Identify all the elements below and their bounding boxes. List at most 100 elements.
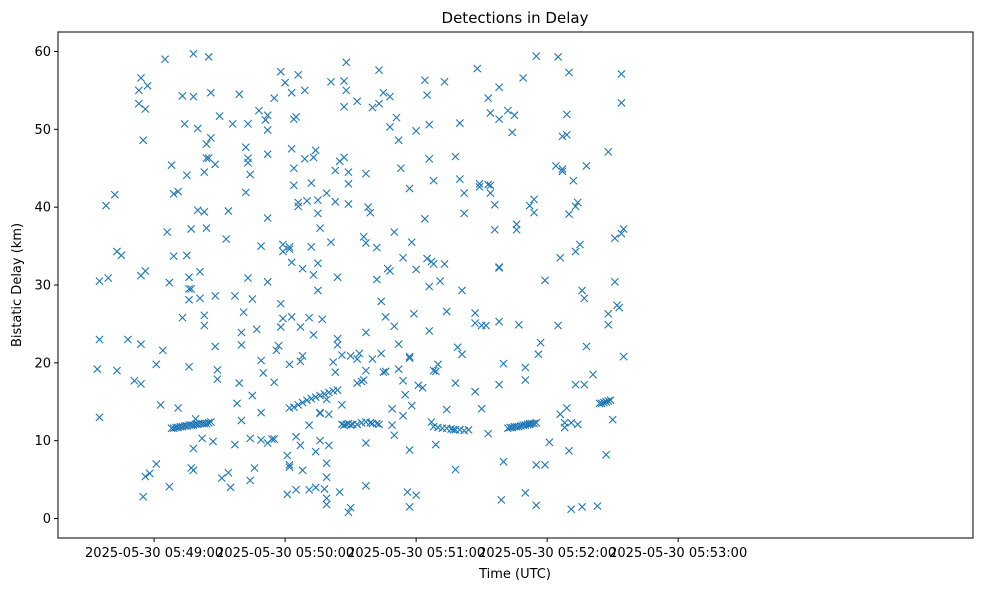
- x-axis-label: Time (UTC): [478, 567, 551, 582]
- data-point: [344, 508, 353, 517]
- data-point: [228, 119, 237, 128]
- data-point: [385, 92, 394, 101]
- data-point: [136, 379, 145, 388]
- data-point: [263, 111, 272, 120]
- data-point: [482, 321, 491, 330]
- data-point: [316, 391, 325, 400]
- data-point: [195, 294, 204, 303]
- data-point: [361, 328, 370, 337]
- data-point: [276, 299, 285, 308]
- data-point: [305, 485, 314, 494]
- data-point: [254, 106, 263, 115]
- data-point: [615, 303, 624, 312]
- data-point: [200, 321, 209, 330]
- data-point: [495, 263, 504, 272]
- data-point: [355, 349, 364, 358]
- data-point: [366, 418, 375, 427]
- data-point: [471, 387, 480, 396]
- data-point: [337, 351, 346, 360]
- data-point: [313, 209, 322, 218]
- data-point: [276, 67, 285, 76]
- data-point: [211, 342, 220, 351]
- data-point: [499, 359, 508, 368]
- data-point: [296, 441, 305, 450]
- data-point: [204, 52, 213, 61]
- data-point: [602, 397, 611, 406]
- data-point: [532, 52, 541, 61]
- data-point: [320, 484, 329, 493]
- data-point: [169, 189, 178, 198]
- data-point: [385, 266, 394, 275]
- data-point: [206, 88, 215, 97]
- data-point: [285, 245, 294, 254]
- data-point: [200, 168, 209, 177]
- data-point: [294, 70, 303, 79]
- y-tick-label: 60: [34, 45, 51, 60]
- data-point: [372, 243, 381, 252]
- data-point: [473, 64, 482, 73]
- data-point: [187, 224, 196, 233]
- data-point: [217, 474, 226, 483]
- data-point: [337, 400, 346, 409]
- y-tick-label: 20: [34, 356, 51, 371]
- data-point: [272, 346, 281, 355]
- data-point: [342, 86, 351, 95]
- data-point: [209, 437, 218, 446]
- data-point: [202, 154, 211, 163]
- data-point: [278, 240, 287, 249]
- data-point: [117, 251, 126, 260]
- data-point: [486, 108, 495, 117]
- data-point: [368, 103, 377, 112]
- data-point: [224, 207, 233, 216]
- data-point: [514, 320, 523, 329]
- data-point: [292, 485, 301, 494]
- data-point: [246, 170, 255, 179]
- data-point: [326, 77, 335, 86]
- data-point: [377, 349, 386, 358]
- data-point: [425, 120, 434, 129]
- data-point: [241, 143, 250, 152]
- data-point: [246, 434, 255, 443]
- data-point: [311, 483, 320, 492]
- data-point: [233, 399, 242, 408]
- data-point: [313, 259, 322, 268]
- data-point: [379, 88, 388, 97]
- data-point: [235, 90, 244, 99]
- data-point: [333, 273, 342, 282]
- data-point: [571, 247, 580, 256]
- y-tick-label: 0: [43, 512, 51, 527]
- data-point: [495, 263, 504, 272]
- data-point: [281, 78, 290, 87]
- data-point: [193, 206, 202, 215]
- data-point: [475, 182, 484, 191]
- data-point: [499, 457, 508, 466]
- data-point: [545, 438, 554, 447]
- data-point: [460, 189, 469, 198]
- data-point: [442, 307, 451, 316]
- data-point: [521, 375, 530, 384]
- data-point: [433, 360, 442, 369]
- data-point: [453, 343, 462, 352]
- data-point: [305, 421, 314, 430]
- data-point: [294, 400, 303, 409]
- data-point: [353, 97, 362, 106]
- data-point: [252, 325, 261, 334]
- data-point: [202, 224, 211, 233]
- data-point: [477, 404, 486, 413]
- data-point: [322, 494, 331, 503]
- data-point: [418, 383, 427, 392]
- data-point: [298, 351, 307, 360]
- data-point: [604, 309, 613, 318]
- data-point: [423, 91, 432, 100]
- data-point: [300, 154, 309, 163]
- data-point: [178, 91, 187, 100]
- data-point: [344, 200, 353, 209]
- data-point: [169, 252, 178, 261]
- data-point: [495, 115, 504, 124]
- data-point: [268, 435, 276, 444]
- data-point: [110, 190, 119, 199]
- data-point: [372, 275, 381, 284]
- data-point: [174, 187, 183, 196]
- data-point: [230, 291, 239, 300]
- data-point: [495, 380, 504, 389]
